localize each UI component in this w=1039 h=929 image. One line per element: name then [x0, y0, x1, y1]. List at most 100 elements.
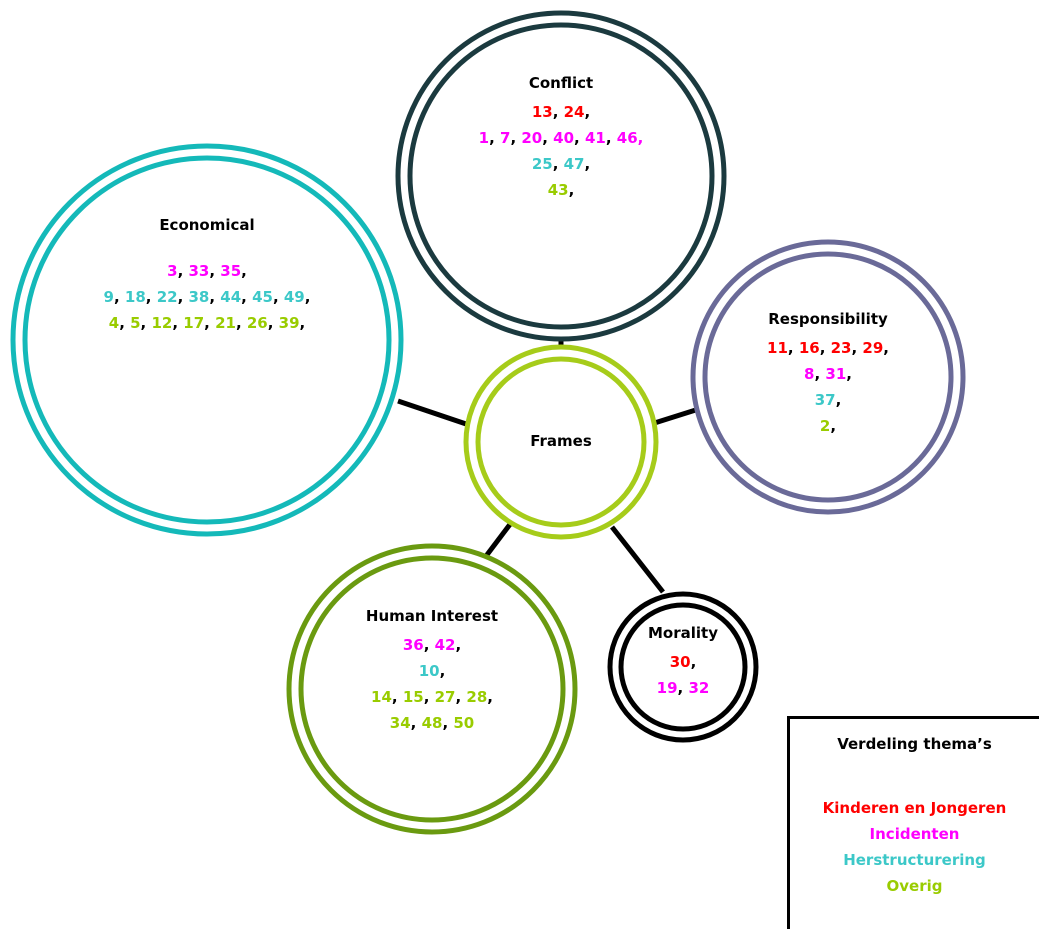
separator: , — [568, 181, 575, 199]
article-number: 5 — [130, 314, 141, 332]
separator: , — [177, 262, 189, 280]
separator: , — [814, 365, 826, 383]
economical-circle-inner — [22, 155, 392, 525]
legend-item-overig: Overig — [886, 877, 943, 895]
separator: , — [883, 339, 889, 357]
article-number: 37 — [814, 391, 836, 409]
frames-circle-inner — [475, 356, 647, 528]
separator: , — [267, 314, 279, 332]
responsibility-circle-inner — [702, 251, 954, 503]
article-number: 47 — [563, 155, 585, 173]
article-row: 25, 47, — [411, 151, 711, 177]
article-row: 13, 24, — [411, 99, 711, 125]
separator: , — [605, 129, 617, 147]
article-number: 45 — [252, 288, 273, 306]
connector-morality — [610, 525, 665, 594]
morality-circle-inner — [618, 602, 748, 732]
article-number: 14 — [371, 688, 392, 706]
article-number: 16 — [798, 339, 820, 357]
article-row: 37, — [718, 387, 938, 413]
article-number: 8 — [804, 365, 815, 383]
separator: , — [113, 288, 125, 306]
separator: , — [835, 391, 842, 409]
conflict-circle-outer — [395, 10, 727, 342]
article-number: 23 — [830, 339, 852, 357]
separator: , — [391, 688, 403, 706]
human-interest-node: Human Interest 36, 42, 10, 14, 15, 27, 28,… — [312, 607, 552, 736]
separator: , — [145, 288, 157, 306]
conflict-articles: 13, 24, 1, 7, 20, 40, 41, 46, 25, 47, 43, — [411, 99, 711, 203]
conflict-circle-inner — [407, 22, 715, 330]
frames-circle-outer — [463, 344, 659, 540]
separator: , — [177, 288, 189, 306]
article-number: 34 — [389, 714, 411, 732]
article-number: 29 — [862, 339, 884, 357]
article-row: 10, — [312, 658, 552, 684]
separator: , — [209, 288, 221, 306]
article-number: 7 — [500, 129, 511, 147]
article-number: 31 — [825, 365, 847, 383]
article-row: 34, 48, 50 — [312, 710, 552, 736]
morality-title: Morality — [648, 624, 718, 642]
economical-node: Economical 3, 33, 35, 9, 18, 22, 38, 44, … — [57, 216, 357, 336]
article-number: 12 — [151, 314, 173, 332]
responsibility-articles: 11, 16, 23, 29, 8, 31, 37, 2, — [718, 335, 938, 439]
separator: , — [455, 688, 467, 706]
responsibility-node: Responsibility 11, 16, 23, 29, 8, 31, 37, 2… — [718, 310, 938, 439]
separator: , — [677, 679, 689, 697]
article-number: 17 — [183, 314, 205, 332]
article-row: 8, 31, — [718, 361, 938, 387]
separator: , — [819, 339, 831, 357]
separator: , — [510, 129, 522, 147]
article-number: 24 — [563, 103, 585, 121]
article-row: 1, 7, 20, 40, 41, 46, — [411, 125, 711, 151]
article-row: 9, 18, 22, 38, 44, 45, 49, — [57, 284, 357, 310]
separator: , — [489, 129, 501, 147]
separator: , — [552, 103, 564, 121]
theme-legend: Verdeling thema’s Kinderen en Jongeren I… — [787, 716, 1039, 929]
legend-title: Verdeling thema’s — [837, 735, 992, 753]
article-number: 10 — [418, 662, 440, 680]
human-interest-articles: 36, 42, 10, 14, 15, 27, 28, 34, 48, 50 — [312, 632, 552, 736]
separator: , — [204, 314, 216, 332]
article-number: 42 — [434, 636, 456, 654]
article-number: 38 — [188, 288, 210, 306]
morality-circle-outer — [607, 591, 759, 743]
article-row: 11, 16, 23, 29, — [718, 335, 938, 361]
separator: , — [241, 262, 247, 280]
separator: , — [690, 653, 697, 671]
article-number: 13 — [531, 103, 553, 121]
article-number: 46, — [616, 129, 644, 147]
article-number: 19 — [656, 679, 678, 697]
legend-item-herstructurering: Herstructurering — [843, 851, 986, 869]
separator: , — [487, 688, 493, 706]
frames-title: Frames — [530, 432, 592, 450]
separator: , — [584, 155, 591, 173]
article-number: 27 — [434, 688, 456, 706]
separator: , — [455, 636, 462, 654]
article-number: 4 — [108, 314, 120, 332]
article-number: 18 — [124, 288, 146, 306]
article-number: 36 — [402, 636, 424, 654]
separator: , — [410, 714, 422, 732]
legend-item-kinderen: Kinderen en Jongeren — [822, 799, 1007, 817]
article-number: 20 — [521, 129, 543, 147]
article-number: 15 — [402, 688, 424, 706]
economical-articles: 3, 33, 35, 9, 18, 22, 38, 44, 45, 49, 4, 5… — [57, 258, 357, 336]
article-number: 30 — [669, 653, 691, 671]
separator: , — [574, 129, 585, 147]
separator: , — [584, 103, 591, 121]
article-number: 50 — [453, 714, 475, 732]
article-number: 44 — [220, 288, 242, 306]
article-number: 2 — [819, 417, 831, 435]
article-row: 43, — [411, 177, 711, 203]
separator: , — [851, 339, 863, 357]
connector-economical — [397, 398, 479, 431]
article-row: 4, 5, 12, 17, 21, 26, 39, — [57, 310, 357, 336]
separator: , — [442, 714, 454, 732]
article-number: 49 — [283, 288, 305, 306]
economical-circle-outer — [10, 143, 404, 537]
separator: , — [272, 288, 284, 306]
article-number: 21 — [215, 314, 236, 332]
